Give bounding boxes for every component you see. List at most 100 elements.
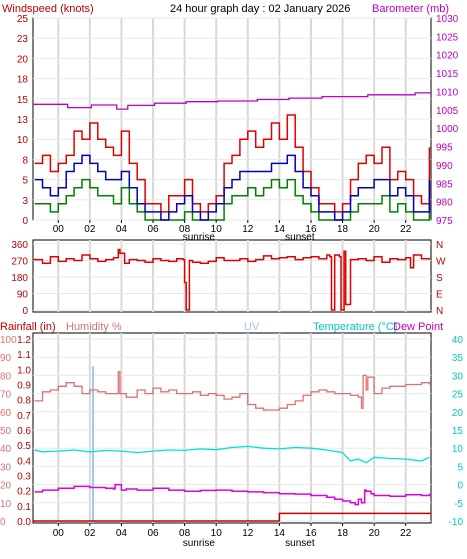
humidity-tick-label: 90: [0, 353, 12, 364]
direction-tick-label: 180: [11, 273, 28, 284]
temp-plot-ticks: 01020304050607080901000.00.10.20.30.40.5…: [0, 335, 463, 549]
windspeed-tick-label: 3: [22, 196, 28, 207]
barometer-tick-label: 1020: [436, 51, 459, 62]
rainfall-tick-label: 0.6: [17, 426, 31, 437]
x-tick-label: 02: [84, 224, 96, 235]
humidity-tick-label: 40: [0, 444, 12, 455]
wind-avg-series: [34, 154, 431, 221]
direction-tick-label: 90: [17, 290, 29, 301]
x-tick-label: 04: [116, 224, 128, 235]
x-tick-label: 08: [179, 528, 191, 539]
chart-title: 24 hour graph day : 02 January 2026: [170, 3, 350, 15]
temperature-tick-label: -10: [449, 517, 464, 528]
sunrise-label: sunrise: [183, 538, 216, 549]
rainfall-tick-label: 1.2: [17, 335, 31, 346]
x-tick-label: 04: [116, 528, 128, 539]
x-tick-label: 20: [369, 528, 381, 539]
x-tick-label: 00: [53, 224, 65, 235]
x-tick-label: 14: [274, 528, 286, 539]
windspeed-tick-label: 8: [22, 155, 28, 166]
temperature-tick-label: 40: [452, 335, 464, 346]
rainfall-tick-label: 0.3: [17, 472, 31, 483]
barometer-tick-label: 1015: [436, 69, 459, 80]
x-tick-label: 22: [400, 224, 412, 235]
temperature-tick-label: 10: [452, 444, 464, 455]
barometer-tick-label: 990: [436, 161, 453, 172]
humidity-tick-label: 70: [0, 390, 12, 401]
x-tick-label: 10: [211, 528, 223, 539]
direction-tick-label: 0: [22, 306, 28, 317]
rainfall-tick-label: 0.7: [17, 411, 31, 422]
humidity-tick-label: 50: [0, 426, 12, 437]
direction-plot-series: [33, 248, 431, 311]
temperature-tick-label: 25: [452, 390, 464, 401]
direction-tick-label: 360: [11, 240, 28, 251]
temperature-tick-label: 20: [452, 408, 464, 419]
compass-tick-label: N: [436, 240, 443, 251]
x-tick-label: 12: [242, 528, 254, 539]
compass-tick-label: E: [436, 290, 443, 301]
windspeed-tick-label: 23: [17, 34, 29, 45]
rainfall-axis-label: Rainfall (in): [0, 321, 56, 333]
barometer-tick-label: 1030: [436, 14, 459, 25]
x-tick-label: 20: [369, 224, 381, 235]
wind-plot-series: [33, 92, 431, 221]
rainfall-series: [33, 512, 431, 522]
rainfall-tick-label: 0.2: [17, 487, 31, 498]
barometer-tick-label: 1000: [436, 124, 459, 135]
rainfall-tick-label: 0.9: [17, 381, 31, 392]
sunset-label: sunset: [285, 538, 315, 549]
x-tick-label: 14: [274, 224, 286, 235]
barometer-tick-label: 995: [436, 143, 453, 154]
temp-plot-series: [33, 366, 431, 523]
windspeed-tick-label: 18: [17, 75, 29, 86]
windspeed-axis-label: Windspeed (knots): [2, 3, 94, 15]
compass-tick-label: N: [436, 306, 443, 317]
barometer-tick-label: 1025: [436, 32, 459, 43]
x-tick-label: 18: [337, 528, 349, 539]
dewpoint-axis-label: Dew Point: [393, 321, 443, 333]
windspeed-tick-label: 10: [17, 135, 29, 146]
barometer-series: [33, 92, 431, 110]
wind-plot-ticks: 0358101315182023259759809859909951000100…: [17, 14, 459, 243]
windspeed-tick-label: 15: [17, 95, 29, 106]
compass-tick-label: S: [436, 273, 443, 284]
temperature-tick-label: 0: [457, 481, 463, 492]
temp-plot-grid: [33, 333, 431, 523]
wind-gust-series: [34, 114, 431, 213]
temperature-tick-label: -5: [454, 499, 463, 510]
dewpoint-series: [34, 483, 431, 506]
humidity-series: [34, 371, 431, 411]
x-tick-label: 22: [400, 528, 412, 539]
direction-plot-ticks: 0 N 90 E 180 S 270 W 360 N: [11, 240, 446, 317]
compass-tick-label: W: [436, 257, 446, 268]
temperature-tick-label: 30: [452, 371, 464, 382]
x-tick-label: 12: [242, 224, 254, 235]
uv-axis-label: UV: [244, 321, 260, 333]
temperature-axis-label: Temperature (°C): [313, 321, 397, 333]
barometer-tick-label: 1005: [436, 106, 459, 117]
x-tick-label: 00: [53, 528, 65, 539]
temperature-tick-label: 5: [457, 462, 463, 473]
wind-direction-series: [33, 248, 431, 311]
temperature-tick-label: 35: [452, 353, 464, 364]
x-tick-label: 18: [337, 224, 349, 235]
direction-plot-grid: [33, 240, 431, 312]
humidity-axis-label: Humidity %: [66, 321, 122, 333]
barometer-tick-label: 980: [436, 198, 453, 209]
rainfall-tick-label: 0.0: [17, 517, 31, 528]
rainfall-tick-label: 1.0: [17, 365, 31, 376]
humidity-tick-label: 10: [0, 499, 12, 510]
windspeed-tick-label: 20: [17, 54, 29, 65]
windspeed-tick-label: 0: [22, 216, 28, 227]
windspeed-tick-label: 5: [22, 176, 28, 187]
barometer-axis-label: Barometer (mb): [372, 3, 449, 15]
sunrise-label: sunrise: [183, 232, 216, 243]
x-tick-label: 02: [84, 528, 96, 539]
barometer-tick-label: 1010: [436, 87, 459, 98]
sunset-label: sunset: [285, 232, 315, 243]
direction-tick-label: 270: [11, 257, 28, 268]
rainfall-tick-label: 1.1: [17, 350, 31, 361]
x-tick-label: 10: [211, 224, 223, 235]
